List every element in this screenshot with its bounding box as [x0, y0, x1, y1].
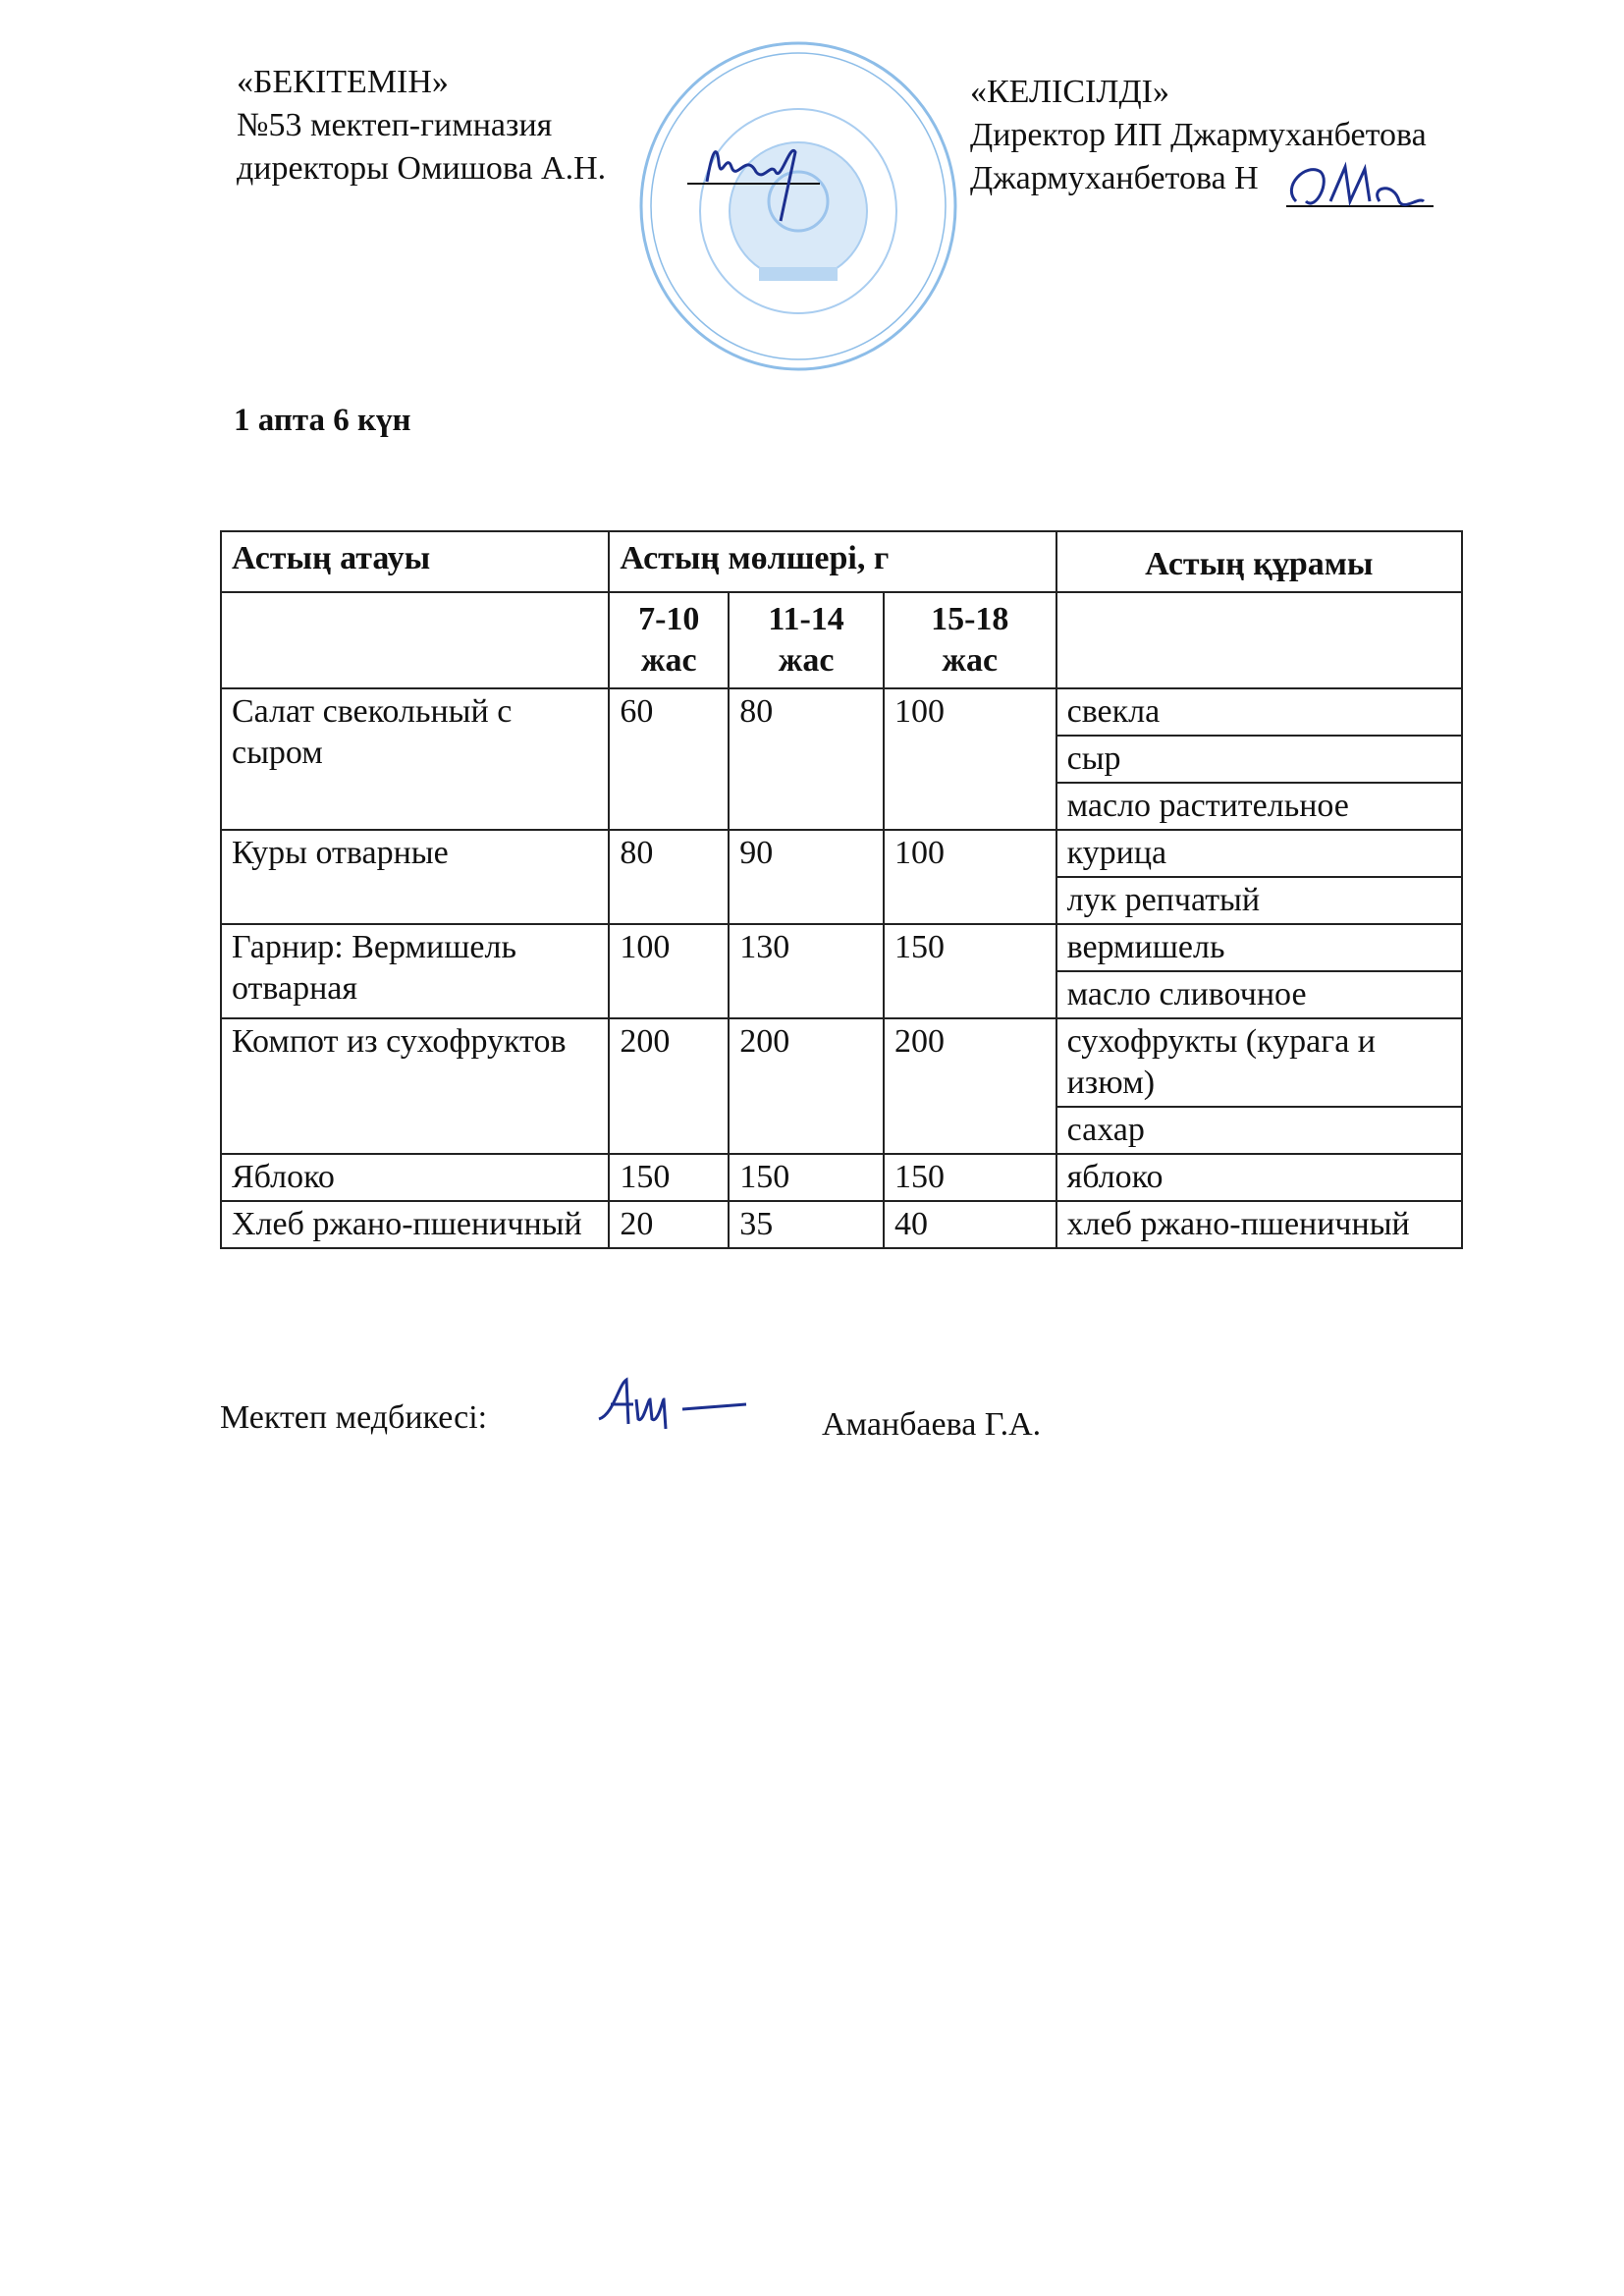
dish-amount: 40 — [882, 1200, 1057, 1249]
table-row: Хлеб ржано-пшеничный 20 35 40 хлеб ржано-пше… — [219, 1200, 1464, 1249]
dish-name: Гарнир: Вермишель отварная — [219, 923, 611, 1019]
age-group: 15-18 жас — [882, 591, 1057, 689]
approval-left-school: №53 мектеп-гимназия — [237, 107, 553, 143]
ingredient: масло растительное — [1055, 782, 1464, 831]
age-unit: жас — [778, 642, 835, 679]
table-row: Яблоко 150 150 150 яблоко — [219, 1153, 1464, 1202]
dish-amount: 200 — [728, 1017, 885, 1155]
age-unit: жас — [640, 642, 697, 679]
dish-amount: 100 — [608, 923, 731, 1019]
ingredient: сахар — [1055, 1106, 1464, 1155]
empty-cell — [1055, 591, 1464, 689]
ingredient: сыр — [1055, 735, 1464, 784]
dish-amount: 60 — [608, 687, 731, 831]
ingredient: масло сливочное — [1055, 970, 1464, 1019]
dish-amount: 100 — [882, 687, 1057, 831]
dish-name: Яблоко — [219, 1153, 611, 1202]
dish-amount: 80 — [728, 687, 885, 831]
ingredient: свекла — [1055, 687, 1464, 737]
dish-amount: 150 — [608, 1153, 731, 1202]
dish-amount: 100 — [882, 829, 1057, 925]
header-amount: Астың мөлшері, г — [608, 530, 1057, 593]
nurse-label: Мектеп медбикесі: — [220, 1399, 488, 1436]
age-group: 7-10 жас — [608, 591, 731, 689]
header-composition: Астың құрамы — [1055, 530, 1464, 593]
dish-amount: 90 — [728, 829, 885, 925]
age-unit: жас — [942, 642, 999, 679]
ingredient: курица — [1055, 829, 1464, 878]
page-title: 1 апта 6 күн — [234, 403, 411, 438]
dish-name: Компот из сухофруктов — [219, 1017, 611, 1155]
school-stamp — [639, 41, 957, 371]
dish-amount: 150 — [882, 923, 1057, 1019]
table-row: Гарнир: Вермишель отварная 100 130 150 верми… — [219, 923, 1464, 1019]
dish-name: Салат свекольный с сыром — [219, 687, 611, 831]
ingredient: лук репчатый — [1055, 876, 1464, 925]
age-range: 11-14 — [768, 601, 844, 637]
dish-name: Куры отварные — [219, 829, 611, 925]
age-range: 7-10 — [638, 601, 700, 637]
table-row: лук репчатый — [221, 876, 1464, 925]
approval-right-heading: «КЕЛІСІЛДІ» — [970, 74, 1169, 110]
dish-name: Хлеб ржано-пшеничный — [219, 1200, 611, 1249]
director-signature — [687, 148, 820, 222]
nurse-name: Аманбаева Г.А. — [822, 1406, 1042, 1443]
age-group: 11-14 жас — [728, 591, 885, 689]
empty-cell — [219, 591, 611, 689]
dish-amount: 130 — [728, 923, 885, 1019]
table-row: Куры отварные 80 90 100 курица — [219, 829, 1464, 925]
dish-amount: 200 — [882, 1017, 1057, 1155]
table-row: сыр — [221, 735, 1464, 784]
dish-amount: 20 — [608, 1200, 731, 1249]
dish-amount: 200 — [608, 1017, 731, 1155]
header-name: Астың атауы — [219, 530, 611, 593]
approval-right: «КЕЛІСІЛДІ» Директор ИП Джармуханбетова … — [970, 71, 1427, 200]
ingredient: вермишель — [1055, 923, 1464, 972]
dish-amount: 150 — [728, 1153, 885, 1202]
approval-right-director: Директор ИП Джармуханбетова — [970, 117, 1427, 153]
approval-left-heading: «БЕКІТЕМІН» — [237, 64, 449, 100]
table-age-row: 7-10 жас 11-14 жас 15-18 жас — [219, 591, 1464, 689]
dish-amount: 80 — [608, 829, 731, 925]
dish-amount: 150 — [882, 1153, 1057, 1202]
nurse-signature — [598, 1377, 747, 1430]
table-row: Компот из сухофруктов 200 200 200 сухофрукты… — [219, 1017, 1464, 1155]
menu-table: Астың атауы Астың мөлшері, г Астың құрам… — [219, 530, 1464, 1249]
table-header-row: Астың атауы Астың мөлшері, г Астың құрам… — [219, 530, 1464, 593]
age-range: 15-18 — [931, 601, 1009, 637]
contractor-signature — [1286, 161, 1434, 207]
approval-left-director: директоры Омишова А.Н. — [237, 150, 607, 187]
approval-right-name: Джармуханбетова Н — [970, 160, 1259, 196]
ingredient: сухофрукты (курага и изюм) — [1055, 1017, 1464, 1108]
ingredient: хлеб ржано-пшеничный — [1055, 1200, 1464, 1249]
dish-amount: 35 — [728, 1200, 885, 1249]
table-row: масло растительное — [221, 782, 1464, 831]
approval-left: «БЕКІТЕМІН» №53 мектеп-гимназия директор… — [237, 61, 606, 191]
ingredient: яблоко — [1055, 1153, 1464, 1202]
table-row: масло сливочное — [221, 970, 1464, 1019]
table-row: сахар — [221, 1106, 1464, 1155]
table-row: Салат свекольный с сыром 60 80 100 свекла — [219, 687, 1464, 831]
